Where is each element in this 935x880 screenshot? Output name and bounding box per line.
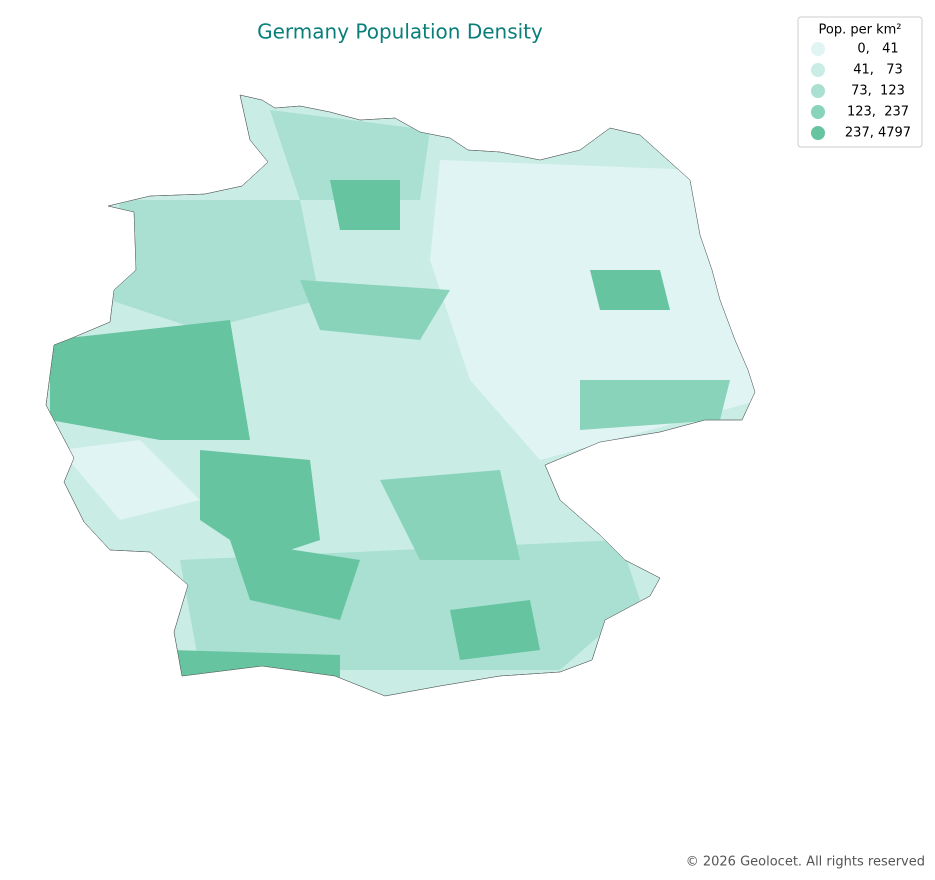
legend-swatch [811,126,825,140]
region-border-south [170,650,340,680]
legend-box [797,16,923,148]
region-berlin [590,270,670,310]
region-stuttgart [230,540,360,620]
region-high-density [300,280,450,340]
legend-label: 41, 73 [853,63,903,78]
legend-label: 0, 41 [857,42,898,57]
legend-swatch [811,105,825,119]
region-high-density [380,470,520,560]
legend-label: 237, 4797 [845,126,911,141]
map [45,94,756,697]
region-saxony [580,380,730,430]
legend: Pop. per km² 0, 41 41, 73 73, 123 123, 237 2… [797,16,923,148]
legend-title: Pop. per km² [819,23,902,38]
legend-swatch [811,42,825,56]
region-mid-density [270,110,430,200]
region-mid-density [110,200,320,330]
region-munich [450,600,540,660]
region-low-density [60,440,200,520]
map-title: Germany Population Density [257,20,543,44]
footer: © 2026 Geolocet. All rights reserved [686,855,925,870]
region-ruhr [50,320,250,440]
legend-swatch [811,63,825,77]
legend-label: 73, 123 [851,84,905,99]
legend-swatch [811,84,825,98]
region-rhine-main [200,450,320,560]
region-hamburg [330,180,400,230]
legend-label: 123, 237 [847,105,909,120]
